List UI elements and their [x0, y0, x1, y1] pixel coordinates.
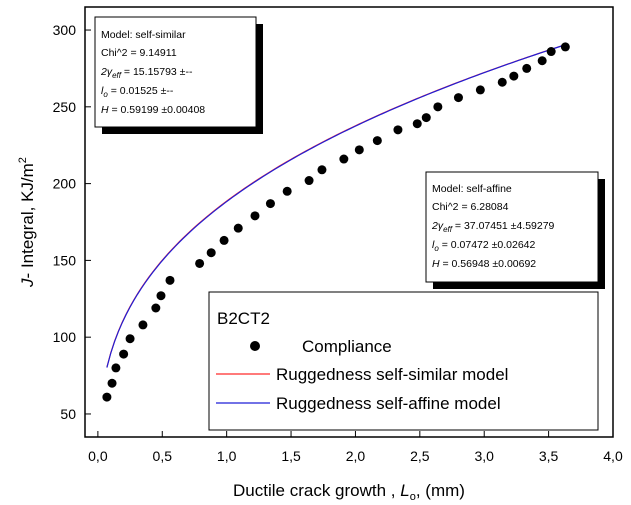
compliance-point [282, 186, 292, 196]
legend-box [208, 291, 599, 431]
compliance-point [509, 71, 519, 81]
annotation-self-affine-h: H = 0.56948 ±0.00692 [432, 258, 536, 270]
compliance-point [421, 113, 431, 123]
annotation-self-affine-box [425, 171, 599, 283]
y-axis-title-sup: 2 [17, 157, 29, 163]
x-tick-label: 4,0 [603, 448, 623, 464]
x-tick-label: 0,5 [153, 448, 173, 464]
y-tick-label: 150 [53, 252, 77, 268]
model-curves [106, 44, 566, 368]
compliance-point [233, 223, 243, 233]
self-affine-model-line [106, 44, 566, 368]
legend-label-compliance: Compliance [302, 337, 392, 356]
compliance-point [412, 119, 422, 129]
compliance-points [102, 42, 570, 402]
compliance-point [537, 56, 547, 66]
x-tick-label: 2,5 [410, 448, 430, 464]
x-tick-label: 1,0 [217, 448, 237, 464]
compliance-point [393, 125, 403, 135]
compliance-point [107, 378, 117, 388]
annotation-self-similar-chi: Chi^2 = 9.14911 [101, 47, 177, 59]
annotation-self-affine: Model: self-affine Chi^2 = 6.28084 2γeff… [425, 171, 605, 289]
compliance-point [372, 136, 382, 146]
legend-label-self-similar: Ruggedness self-similar model [276, 365, 508, 384]
compliance-point [546, 47, 556, 57]
legend: B2CT2 Compliance Ruggedness self-similar… [208, 291, 599, 431]
y-axis-title: J- Integral, KJ/m2 [17, 157, 37, 288]
annotation-self-affine-model: Model: self-affine [432, 183, 512, 195]
compliance-point [453, 93, 463, 103]
annotation-self-affine-h-value: = 0.56948 ±0.00692 [443, 258, 537, 270]
y-axis-ticks: 50 100 150 200 250 300 [53, 22, 91, 422]
compliance-point [102, 392, 112, 402]
legend-title: B2CT2 [217, 309, 270, 328]
compliance-point [304, 176, 314, 186]
x-tick-label: 0,0 [88, 448, 108, 464]
compliance-point [111, 363, 121, 373]
compliance-point [560, 42, 570, 52]
compliance-point [206, 248, 216, 258]
annotation-self-similar-box [94, 16, 257, 128]
annotation-self-affine-gamma: 2γeff = 37.07451 ±4.59279 [431, 220, 555, 234]
y-tick-label: 250 [53, 99, 77, 115]
compliance-point [138, 320, 148, 330]
compliance-point [156, 291, 166, 301]
x-tick-label: 2,0 [346, 448, 366, 464]
annotation-self-similar-gamma-value: = 15.15793 ±-- [124, 66, 193, 78]
x-axis-ticks: 0,0 0,5 1,0 1,5 2,0 2,5 3,0 3,5 4,0 [88, 431, 623, 464]
compliance-point [522, 63, 532, 73]
x-tick-label: 3,5 [539, 448, 559, 464]
annotation-self-similar-h: H = 0.59199 ±0.00408 [101, 104, 205, 116]
compliance-point [219, 235, 229, 245]
compliance-point [497, 77, 507, 87]
annotation-self-similar-gamma: 2γeff = 15.15793 ±-- [100, 66, 193, 80]
y-axis-title-mid: - Integral, KJ/m [18, 163, 37, 278]
legend-label-self-affine: Ruggedness self-affine model [276, 394, 501, 413]
compliance-point [433, 102, 443, 112]
annotation-self-similar-lo-value: = 0.01525 ±-- [111, 85, 174, 97]
compliance-point [151, 303, 161, 313]
compliance-point [317, 165, 327, 175]
annotation-self-affine-chi: Chi^2 = 6.28084 [432, 201, 509, 213]
annotation-self-similar-lo: lo = 0.01525 ±-- [101, 85, 174, 99]
compliance-point [265, 199, 275, 209]
x-axis-title-suffix: , (mm) [416, 481, 465, 500]
x-tick-label: 3,0 [474, 448, 494, 464]
annotation-self-affine-gamma-value: = 37.07451 ±4.59279 [455, 220, 555, 232]
compliance-point [250, 211, 260, 221]
compliance-point [354, 145, 364, 155]
y-tick-label: 300 [53, 22, 77, 38]
y-axis-title-var: J [18, 278, 37, 288]
y-tick-label: 50 [60, 406, 76, 422]
x-axis-title: Ductile crack growth , Lo, (mm) [233, 481, 465, 503]
compliance-point [119, 349, 129, 359]
x-tick-label: 1,5 [281, 448, 301, 464]
y-tick-label: 200 [53, 176, 77, 192]
annotation-self-similar-h-value: = 0.59199 ±0.00408 [112, 104, 206, 116]
annotation-self-affine-lo-value: = 0.07472 ±0.02642 [442, 239, 536, 251]
compliance-point [475, 85, 485, 95]
annotation-self-similar-model: Model: self-similar [101, 29, 186, 41]
annotation-self-similar: Model: self-similar Chi^2 = 9.14911 2γef… [94, 16, 263, 134]
plot-area-frame [84, 6, 614, 438]
legend-marker-compliance [250, 341, 260, 351]
x-axis-title-prefix: Ductile crack growth , [233, 481, 400, 500]
compliance-point [195, 258, 205, 268]
y-tick-label: 100 [53, 329, 77, 345]
compliance-point [125, 334, 135, 344]
annotation-self-affine-lo: lo = 0.07472 ±0.02642 [432, 239, 536, 253]
x-axis-title-var: L [400, 481, 409, 500]
compliance-point [339, 154, 349, 164]
x-axis-title-sub: o [410, 491, 416, 503]
compliance-point [165, 275, 175, 285]
